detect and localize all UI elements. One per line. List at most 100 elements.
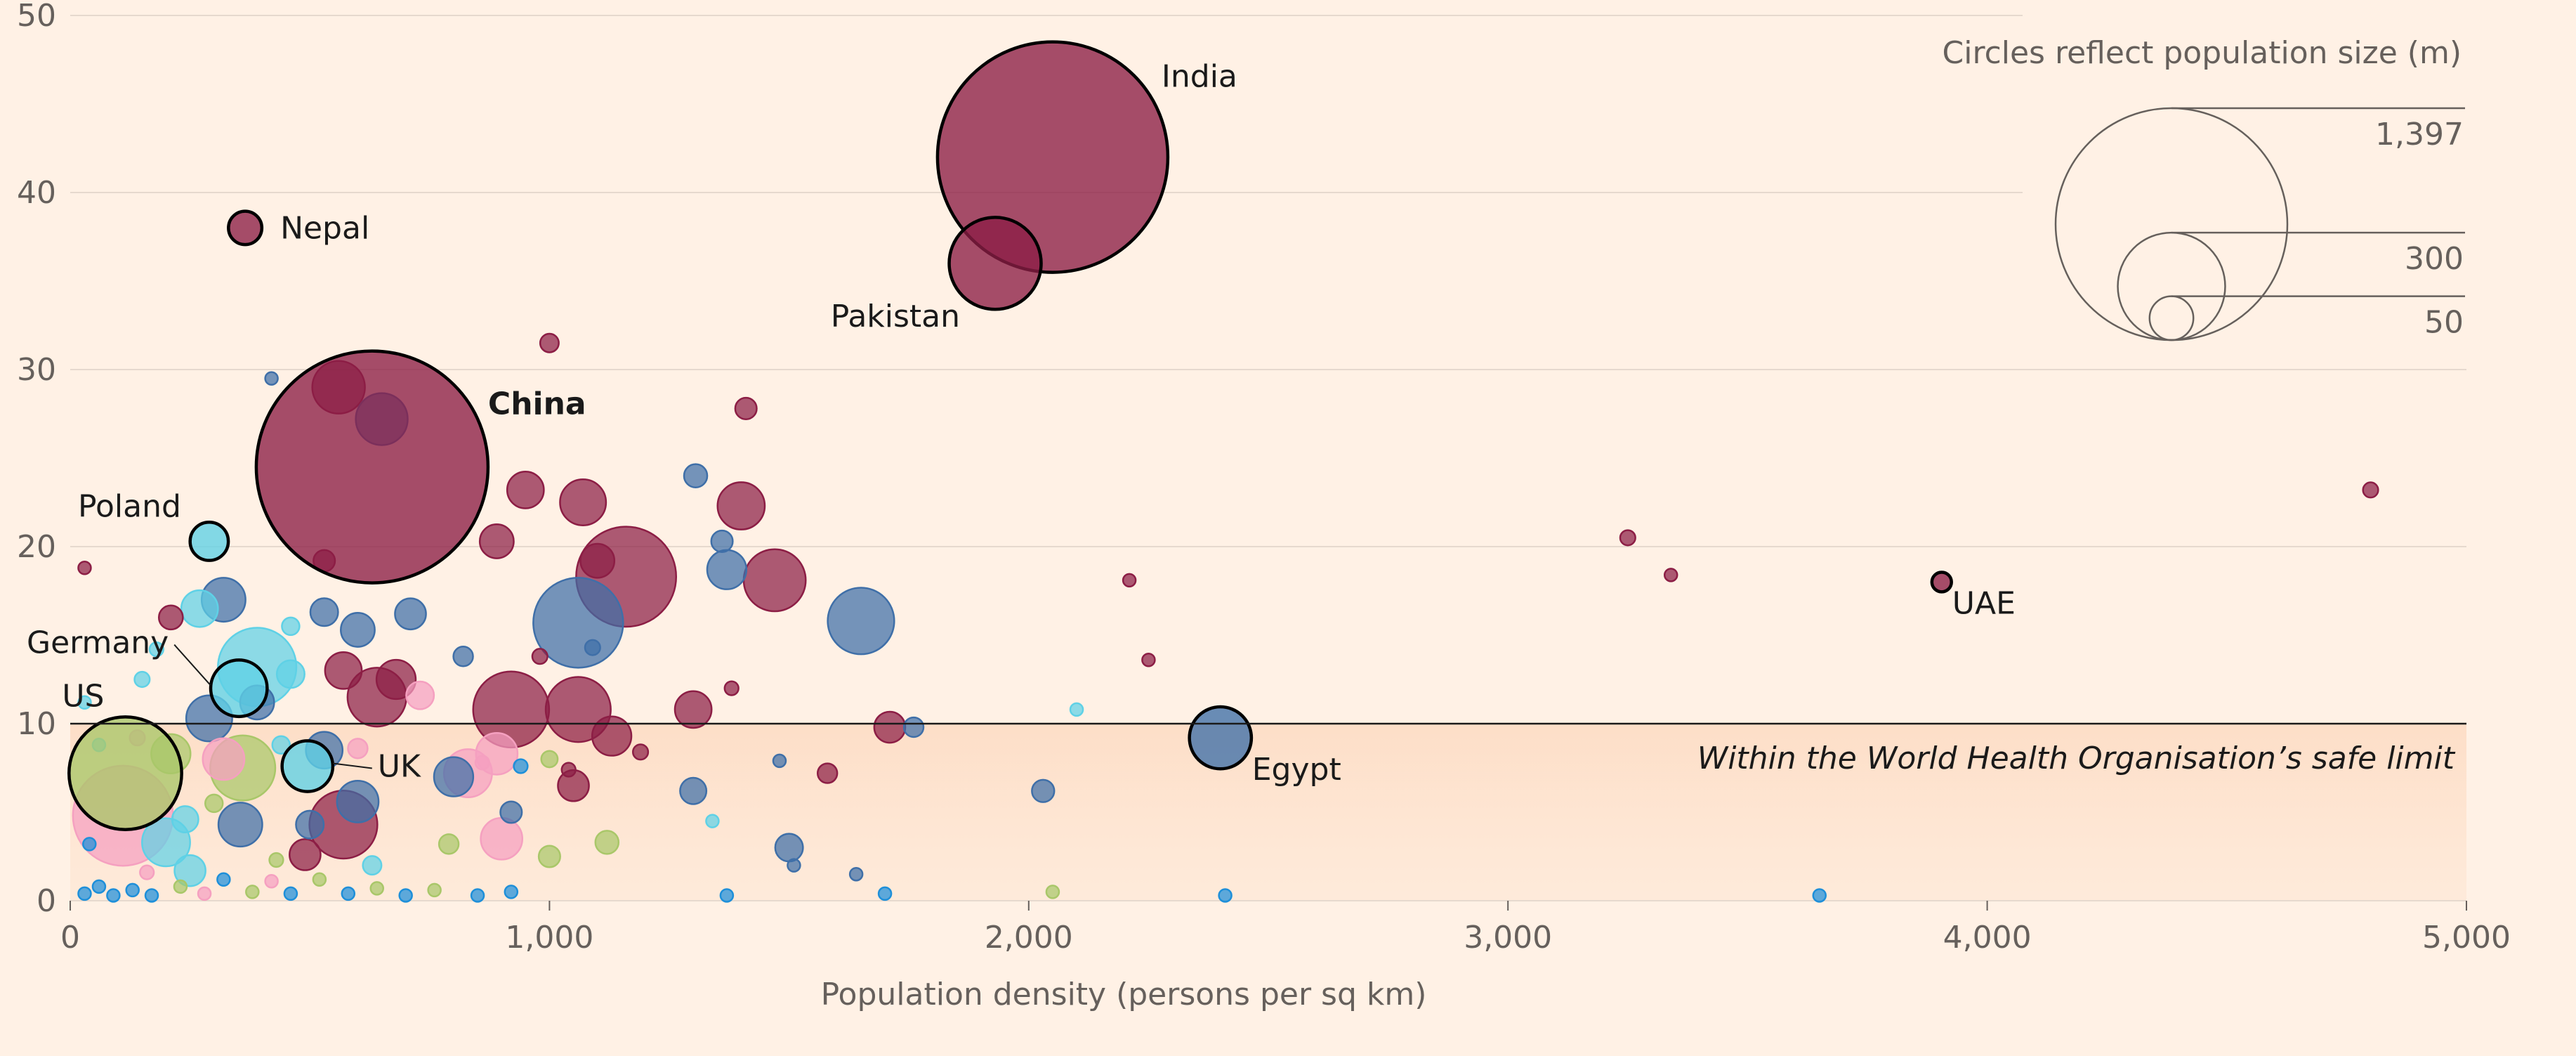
label-uae: UAE xyxy=(1952,585,2016,621)
bubble-cyan xyxy=(77,695,92,710)
y-tick-label: 20 xyxy=(17,529,56,565)
bubble-maroon xyxy=(873,710,907,744)
bubble-maroon xyxy=(673,690,713,729)
bubble-maroon xyxy=(539,332,560,353)
size-legend-circle-1397 xyxy=(2054,107,2289,341)
bubble-green xyxy=(245,885,260,899)
y-tick-label: 10 xyxy=(17,706,56,742)
label-poland: Poland xyxy=(78,488,181,524)
bubble-blue xyxy=(340,612,376,648)
y-axis-ticks: 0 10 20 30 40 50 xyxy=(17,0,56,919)
x-tick-label: 3,000 xyxy=(1464,920,1552,956)
bubble-ltblue xyxy=(216,872,231,887)
bubble-ltblue xyxy=(77,886,92,901)
bubble-green xyxy=(594,830,620,855)
label-india: India xyxy=(1162,59,1237,95)
bubble-pink xyxy=(405,680,435,710)
bubble-ltblue xyxy=(877,886,893,901)
labeled-bubbles xyxy=(67,40,1953,832)
bubble-ltblue xyxy=(1218,888,1233,903)
x-axis-title: Population density (persons per sq km) xyxy=(821,977,1427,1012)
bubble-maroon xyxy=(1663,568,1678,582)
x-tick-label: 1,000 xyxy=(505,920,593,956)
bubble-maroon xyxy=(1122,573,1137,588)
y-tick-label: 40 xyxy=(17,175,56,211)
bubble-cyan xyxy=(133,670,151,689)
bubble-blue xyxy=(394,597,427,631)
bubble-maroon xyxy=(375,658,417,700)
y-tick-label: 0 xyxy=(37,883,56,919)
bubble-maroon xyxy=(478,523,515,559)
bubble-blue xyxy=(710,529,734,553)
bubble-maroon xyxy=(816,762,839,784)
size-legend-value-50: 50 xyxy=(2424,305,2464,341)
bubble-pink xyxy=(202,737,246,781)
label-germany: Germany xyxy=(27,625,169,661)
bubble-blue xyxy=(217,802,263,848)
bubble-cyan xyxy=(275,659,305,689)
bubble-pink xyxy=(264,874,279,889)
bubble-maroon xyxy=(324,651,363,690)
bubble-pakistan xyxy=(947,216,1043,311)
bubble-ltblue xyxy=(283,886,298,901)
bubble-blue xyxy=(336,780,380,823)
bubble-blue xyxy=(774,833,804,863)
bubble-blue xyxy=(499,800,523,824)
bubble-green xyxy=(438,833,460,855)
label-china: China xyxy=(488,386,586,422)
bubble-poland xyxy=(188,520,230,562)
bubble-maroon xyxy=(157,604,184,631)
bubble-blue xyxy=(827,587,895,656)
bubble-india xyxy=(935,40,1170,274)
bubble-blue xyxy=(787,858,801,873)
x-tick-label: 4,000 xyxy=(1943,920,2032,956)
bubble-cyan xyxy=(171,805,199,834)
bubble-blue xyxy=(1031,778,1056,803)
bubble-germany xyxy=(209,658,269,719)
bubble-green xyxy=(204,793,224,814)
bubble-blue xyxy=(295,809,325,840)
bubble-cyan xyxy=(180,589,219,628)
bubble-blue xyxy=(772,753,787,769)
leader-germany xyxy=(173,644,211,686)
bubble-cyan xyxy=(1069,702,1084,717)
bubble-maroon xyxy=(2362,481,2379,499)
bubble-maroon xyxy=(579,542,616,579)
bubble-nepal xyxy=(227,209,264,247)
bubble-ltblue xyxy=(125,882,140,898)
label-nepal: Nepal xyxy=(280,210,369,246)
bubble-maroon xyxy=(289,838,322,871)
bubble-ltblue xyxy=(144,888,159,903)
bubble-maroon xyxy=(631,743,650,761)
bubble-blue xyxy=(309,597,339,627)
bubble-maroon xyxy=(559,478,607,526)
bubble-green xyxy=(427,882,442,898)
bubble-uae xyxy=(1930,571,1953,594)
bubble-pink xyxy=(347,738,369,760)
bubble-cyan xyxy=(705,814,720,828)
x-tick-label: 2,000 xyxy=(985,920,1073,956)
bubble-ltblue xyxy=(82,837,97,852)
bubble-green xyxy=(268,852,284,868)
x-tick-label: 0 xyxy=(60,920,80,956)
size-legend-value-1397: 1,397 xyxy=(2375,117,2464,152)
bubble-ltblue xyxy=(513,758,529,774)
size-legend-title: Circles reflect population size (m) xyxy=(1943,35,2462,71)
bubble-ltblue xyxy=(719,888,735,903)
bubble-egypt xyxy=(1188,705,1254,771)
bubble-maroon xyxy=(734,396,758,420)
bubble-ltblue xyxy=(398,888,413,903)
bubble-ltblue xyxy=(106,888,121,903)
bubble-uk xyxy=(280,739,335,793)
bubble-green xyxy=(173,879,188,894)
bubble-cyan xyxy=(271,735,291,755)
country-labels: India Pakistan Nepal China Poland Germany US UK… xyxy=(27,59,2016,788)
bubble-cyan xyxy=(173,854,206,887)
bubble-maroon xyxy=(742,548,807,613)
bubble-green xyxy=(1045,885,1060,899)
bubble-blue xyxy=(452,646,474,667)
threshold-label: Within the World Health Organisation’s s… xyxy=(1697,741,2456,776)
size-legend: Circles reflect population size (m) 1,39… xyxy=(1943,35,2465,341)
bubble-green xyxy=(537,845,561,868)
